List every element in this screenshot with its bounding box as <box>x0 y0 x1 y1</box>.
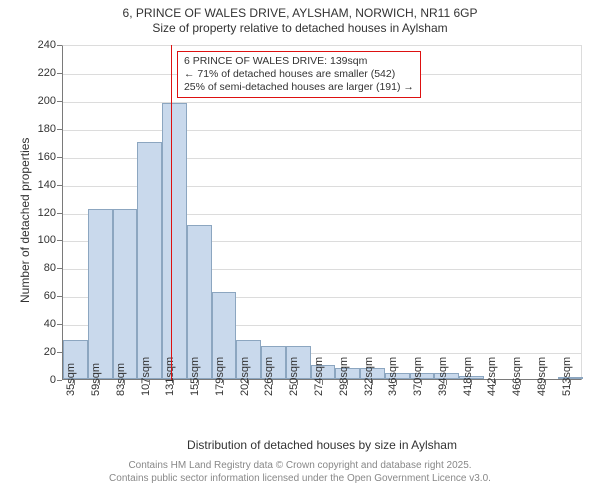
x-tick <box>223 380 224 385</box>
chart-container: 6, PRINCE OF WALES DRIVE, AYLSHAM, NORWI… <box>0 0 600 500</box>
annotation-line: 25% of semi-detached houses are larger (… <box>184 81 414 94</box>
x-tick <box>297 380 298 385</box>
x-tick <box>272 380 273 385</box>
y-tick <box>57 268 62 269</box>
gridline <box>63 102 581 103</box>
x-tick <box>74 380 75 385</box>
x-tick <box>124 380 125 385</box>
y-tick-label: 240 <box>28 39 56 51</box>
histogram-bar <box>187 225 212 379</box>
y-tick <box>57 324 62 325</box>
y-tick-label: 120 <box>28 207 56 219</box>
y-tick <box>57 380 62 381</box>
y-tick <box>57 296 62 297</box>
annotation-line: ← 71% of detached houses are smaller (54… <box>184 68 414 81</box>
x-axis-label: Distribution of detached houses by size … <box>62 438 582 452</box>
y-tick <box>57 101 62 102</box>
x-tick <box>421 380 422 385</box>
annotation-line: 6 PRINCE OF WALES DRIVE: 139sqm <box>184 55 414 68</box>
marker-annotation: 6 PRINCE OF WALES DRIVE: 139sqm← 71% of … <box>177 51 421 98</box>
y-tick-label: 200 <box>28 95 56 107</box>
x-tick <box>149 380 150 385</box>
y-tick <box>57 240 62 241</box>
y-tick <box>57 185 62 186</box>
x-tick <box>198 380 199 385</box>
credits-line-2: Contains public sector information licen… <box>0 473 600 486</box>
y-tick <box>57 45 62 46</box>
histogram-bar <box>88 209 113 379</box>
y-tick-label: 220 <box>28 67 56 79</box>
title-line-1: 6, PRINCE OF WALES DRIVE, AYLSHAM, NORWI… <box>0 6 600 21</box>
x-tick <box>545 380 546 385</box>
y-tick <box>57 157 62 158</box>
y-tick-label: 0 <box>28 374 56 386</box>
y-tick-label: 180 <box>28 123 56 135</box>
title-line-2: Size of property relative to detached ho… <box>0 21 600 36</box>
y-tick-label: 160 <box>28 151 56 163</box>
x-tick <box>248 380 249 385</box>
y-tick-label: 40 <box>28 318 56 330</box>
y-tick <box>57 73 62 74</box>
x-tick <box>372 380 373 385</box>
x-tick <box>446 380 447 385</box>
y-tick-label: 20 <box>28 346 56 358</box>
y-tick-label: 60 <box>28 290 56 302</box>
y-axis-label: Number of detached properties <box>18 137 32 302</box>
x-tick <box>173 380 174 385</box>
histogram-bar <box>162 103 187 379</box>
credits-line-1: Contains HM Land Registry data © Crown c… <box>0 460 600 473</box>
y-tick <box>57 213 62 214</box>
y-tick-label: 100 <box>28 234 56 246</box>
x-tick <box>471 380 472 385</box>
credits-block: Contains HM Land Registry data © Crown c… <box>0 460 600 485</box>
x-tick <box>99 380 100 385</box>
gridline <box>63 130 581 131</box>
x-tick <box>322 380 323 385</box>
x-tick <box>396 380 397 385</box>
marker-line <box>171 45 172 380</box>
x-tick <box>347 380 348 385</box>
y-tick <box>57 129 62 130</box>
y-tick-label: 80 <box>28 262 56 274</box>
x-tick <box>495 380 496 385</box>
x-tick <box>570 380 571 385</box>
histogram-bar <box>137 142 162 379</box>
histogram-bar <box>113 209 138 379</box>
y-tick-label: 140 <box>28 179 56 191</box>
y-tick <box>57 352 62 353</box>
title-block: 6, PRINCE OF WALES DRIVE, AYLSHAM, NORWI… <box>0 0 600 36</box>
x-tick <box>520 380 521 385</box>
